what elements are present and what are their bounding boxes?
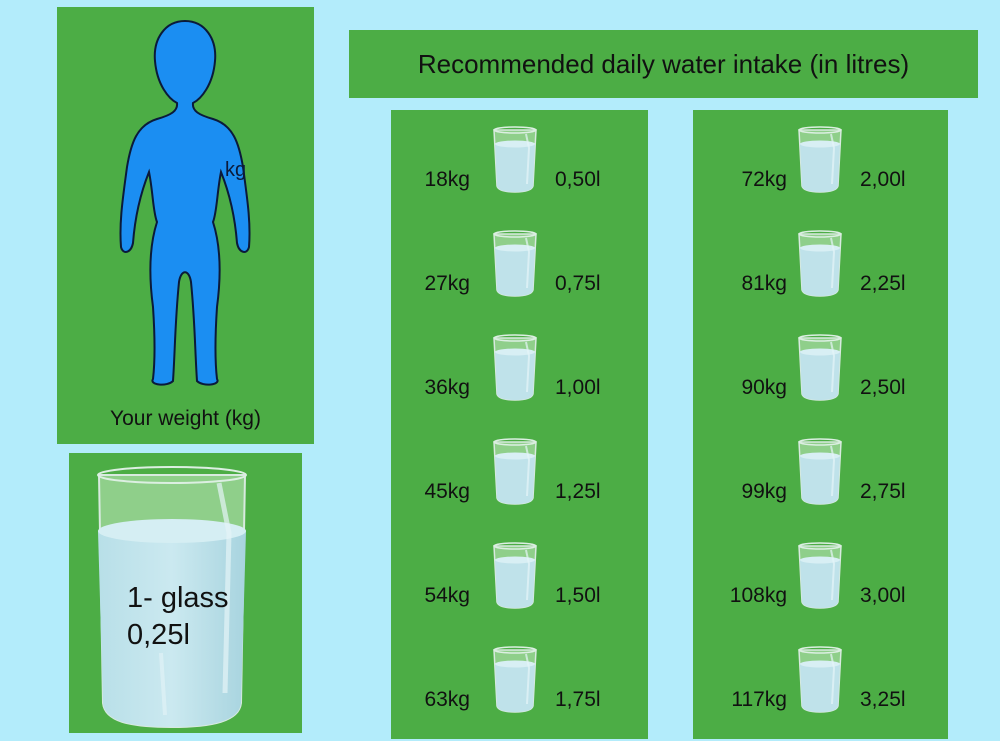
weight-value: 81kg	[741, 272, 787, 295]
weight-value: 72kg	[741, 168, 787, 191]
intake-row: 72kg 2,00l	[693, 110, 948, 214]
intake-row: 18kg 0,50l	[391, 110, 648, 214]
person-silhouette	[119, 19, 251, 386]
intake-row: 99kg 2,75l	[693, 422, 948, 526]
glass-icon	[490, 436, 540, 511]
weight-value: 99kg	[741, 480, 787, 503]
weight-value: 45kg	[424, 480, 470, 503]
glass-icon	[490, 228, 540, 303]
weight-value: 54kg	[424, 584, 470, 607]
intake-value: 2,25l	[860, 272, 906, 295]
glass-panel: 1- glass 0,25l	[69, 453, 302, 733]
intake-value: 1,25l	[555, 480, 601, 503]
weight-caption: Your weight (kg)	[110, 407, 261, 430]
glass-icon	[795, 436, 845, 511]
weight-value: 27kg	[424, 272, 470, 295]
intake-value: 2,00l	[860, 168, 906, 191]
glass-icon	[795, 540, 845, 615]
intake-row: 81kg 2,25l	[693, 214, 948, 318]
glass-icon	[795, 228, 845, 303]
intake-row: 54kg 1,50l	[391, 526, 648, 630]
weight-value: 63kg	[424, 688, 470, 711]
glass-label: 1- glass	[127, 582, 229, 614]
intake-value: 1,75l	[555, 688, 601, 711]
weight-value: 117kg	[731, 688, 787, 711]
glass-icon	[795, 332, 845, 407]
intake-row: 117kg 3,25l	[693, 630, 948, 734]
intake-row: 63kg 1,75l	[391, 630, 648, 734]
intake-value: 1,50l	[555, 584, 601, 607]
large-glass-icon	[97, 466, 247, 729]
glass-icon	[795, 124, 845, 199]
glass-icon	[490, 332, 540, 407]
weight-value: 18kg	[424, 168, 470, 191]
intake-row: 27kg 0,75l	[391, 214, 648, 318]
page-title: Recommended daily water intake (in litre…	[417, 49, 910, 79]
intake-row: 108kg 3,00l	[693, 526, 948, 630]
intake-value: 0,75l	[555, 272, 601, 295]
intake-value: 0,50l	[555, 168, 601, 191]
intake-value: 3,00l	[860, 584, 906, 607]
glass-volume: 0,25l	[127, 619, 190, 651]
intake-value: 2,75l	[860, 480, 906, 503]
intake-row: 45kg 1,25l	[391, 422, 648, 526]
title-panel: Recommended daily water intake (in litre…	[349, 30, 978, 98]
weight-value: 108kg	[729, 584, 787, 607]
weight-value: 36kg	[424, 376, 470, 399]
weight-value: 90kg	[741, 376, 787, 399]
weight-panel: kg Your weight (kg)	[57, 7, 314, 444]
intake-value: 2,50l	[860, 376, 906, 399]
body-kg-label: kg	[225, 159, 247, 181]
intake-row: 90kg 2,50l	[693, 318, 948, 422]
intake-column-right: 72kg 2,00l 81kg 2,25l 90kg 2,50l 99kg 2,75l 108k…	[693, 110, 948, 739]
intake-column-left: 18kg 0,50l 27kg 0,75l 36kg 1,00l 45kg 1,25l 54kg…	[391, 110, 648, 739]
intake-value: 1,00l	[555, 376, 601, 399]
glass-icon	[490, 540, 540, 615]
intake-row: 36kg 1,00l	[391, 318, 648, 422]
glass-icon	[795, 644, 845, 719]
glass-icon	[490, 124, 540, 199]
intake-value: 3,25l	[860, 688, 906, 711]
glass-icon	[490, 644, 540, 719]
